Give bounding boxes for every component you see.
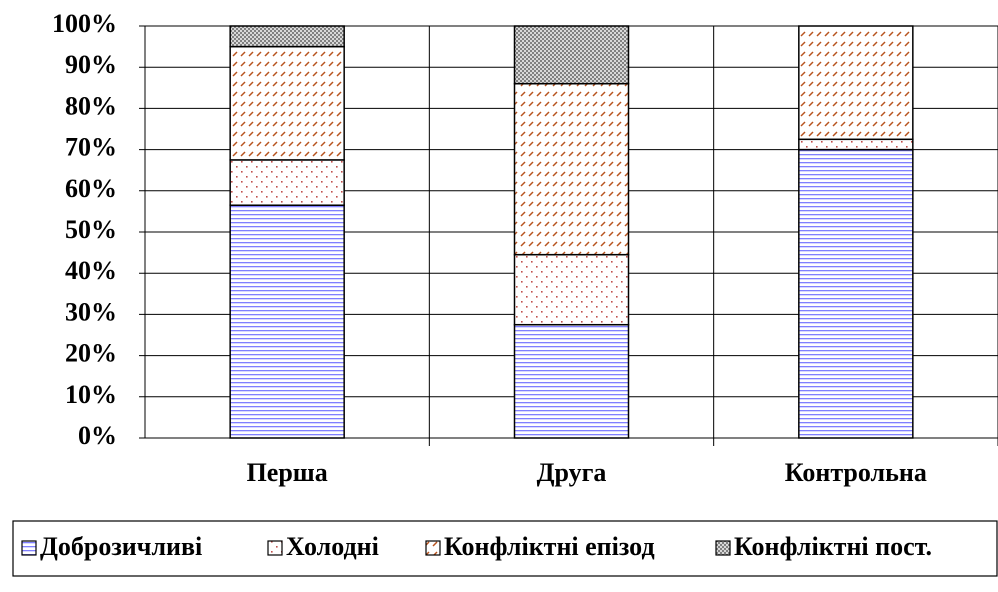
bar-segment: [229, 25, 345, 48]
y-tick-label: 70%: [65, 133, 117, 162]
bar-segment: [229, 159, 345, 206]
x-tick-label: Перша: [247, 458, 328, 487]
bar-segment: [229, 45, 345, 161]
y-tick-label: 10%: [65, 380, 117, 409]
x-tick-label: Друга: [537, 458, 607, 487]
legend-label: Доброзичливі: [40, 532, 202, 561]
y-tick-label: 90%: [65, 50, 117, 79]
bar-segment: [513, 323, 630, 439]
y-tick-label: 50%: [65, 215, 117, 244]
bar-segment: [229, 204, 345, 439]
y-tick-label: 60%: [65, 174, 117, 203]
y-tick-label: 20%: [65, 339, 117, 368]
bar-segment: [798, 138, 914, 151]
y-tick-label: 40%: [65, 256, 117, 285]
legend-label: Холодні: [286, 532, 379, 561]
y-tick-label: 30%: [65, 297, 117, 326]
y-tick-label: 80%: [65, 91, 117, 120]
bar-segment: [513, 253, 630, 326]
legend-swatch: [21, 540, 37, 556]
bar-segment: [798, 25, 914, 141]
bar-segment: [513, 25, 630, 85]
legend-box: [12, 520, 998, 577]
bar-segment: [513, 82, 630, 256]
legend-label: Конфліктні епізод: [444, 532, 655, 561]
legend-label: Конфліктні пост.: [734, 532, 932, 561]
x-tick-label: Контрольна: [785, 458, 927, 487]
y-tick-label: 100%: [52, 9, 117, 38]
legend-swatch: [425, 540, 441, 556]
legend-swatch: [715, 540, 731, 556]
y-tick-label: 0%: [78, 421, 117, 450]
legend-swatch: [267, 540, 283, 556]
bar-segment: [798, 148, 914, 439]
